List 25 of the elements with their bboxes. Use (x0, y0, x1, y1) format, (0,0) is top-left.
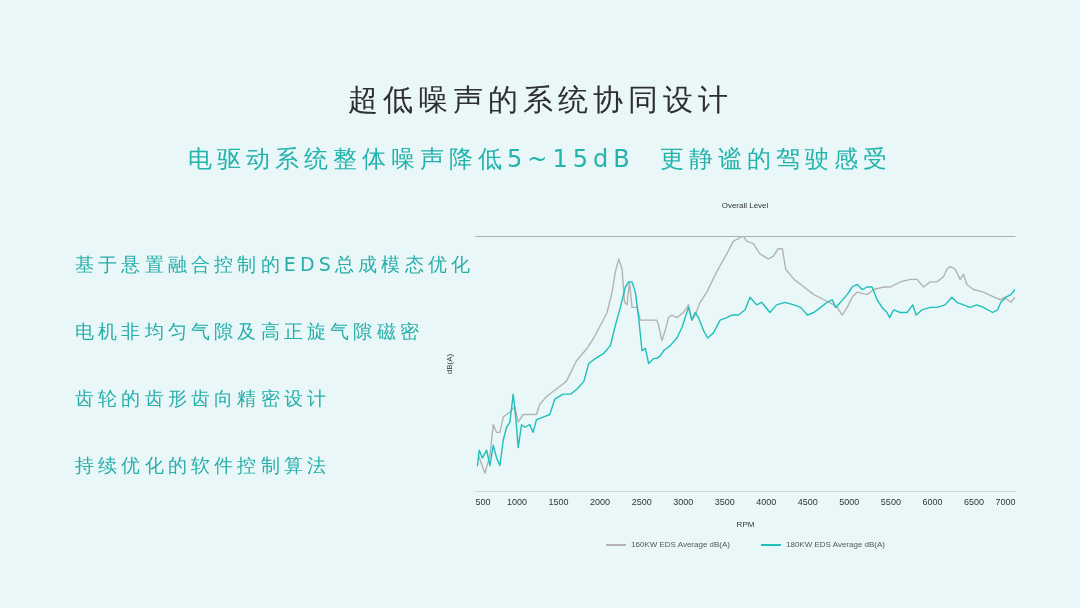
x-tick-label: 2500 (631, 496, 652, 507)
y-axis-title: dB(A) (444, 353, 454, 375)
text: Overall Level (721, 201, 769, 210)
x-tick-label: 5500 (880, 496, 901, 507)
x-tick-label: 4500 (797, 496, 818, 507)
x-tick-label: 1500 (548, 496, 569, 507)
text: 基于悬置融合控制的EDS总成模态优化 (75, 252, 475, 276)
chart-title: 超低噪声的系统协同设计 (346, 81, 734, 119)
legend-label: 160KW EDS Average dB(A) (631, 540, 731, 549)
x-tick-label: 7000 (995, 496, 1016, 507)
x-axis-title: RPM (736, 519, 755, 529)
text: 持续优化的软件控制算法 (75, 453, 331, 477)
text: 齿轮的齿形齿向精密设计 (75, 386, 331, 410)
x-tick-label: 1000 (507, 496, 528, 507)
chart-subtitle: 电驱动系统整体噪声降低5~15dB 更静谧的驾驶感受 (187, 144, 893, 175)
x-tick-label: 3500 (714, 496, 735, 507)
x-tick-label: 6500 (963, 496, 984, 507)
x-tick-label: 2000 (590, 496, 611, 507)
x-tick-label: 500 (475, 496, 491, 507)
legend-label: 180KW EDS Average dB(A) (786, 540, 886, 549)
text: 电机非均匀气隙及高正旋气隙磁密 (75, 319, 423, 343)
x-tick-label: 4000 (756, 496, 777, 507)
x-tick-label: 6000 (922, 496, 943, 507)
x-tick-label: 5000 (839, 496, 860, 507)
x-tick-label: 3000 (673, 496, 694, 507)
